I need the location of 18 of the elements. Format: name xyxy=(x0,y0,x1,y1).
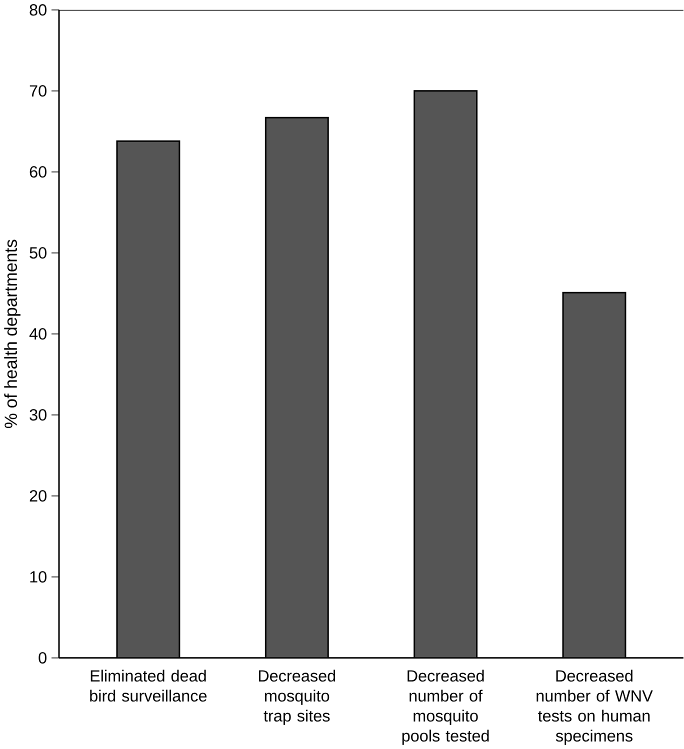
y-tick-label: 10 xyxy=(30,571,46,583)
y-tick-label: 20 xyxy=(30,490,46,502)
y-tick-label: 60 xyxy=(30,166,46,178)
y-axis-title: % of health departments xyxy=(4,240,20,428)
bar xyxy=(562,292,626,658)
y-tick-label: 70 xyxy=(30,85,46,97)
y-tick-label: 0 xyxy=(38,652,46,664)
bar xyxy=(266,118,328,658)
bar xyxy=(414,90,477,658)
y-tick-label: 50 xyxy=(30,247,46,259)
x-tick-label: Decreased mosquito trap sites xyxy=(258,670,336,725)
y-tick-label: 30 xyxy=(30,409,46,421)
x-tick-label: Eliminated dead bird surveillance xyxy=(90,670,206,702)
bar xyxy=(116,141,180,658)
y-tick-label: 80 xyxy=(30,4,46,16)
x-tick-label: Decreased number of WNV tests on human specimens xyxy=(536,670,653,745)
x-tick-label: Decreased number of mosquito pools tested xyxy=(402,670,489,745)
y-tick-label: 40 xyxy=(29,328,46,340)
